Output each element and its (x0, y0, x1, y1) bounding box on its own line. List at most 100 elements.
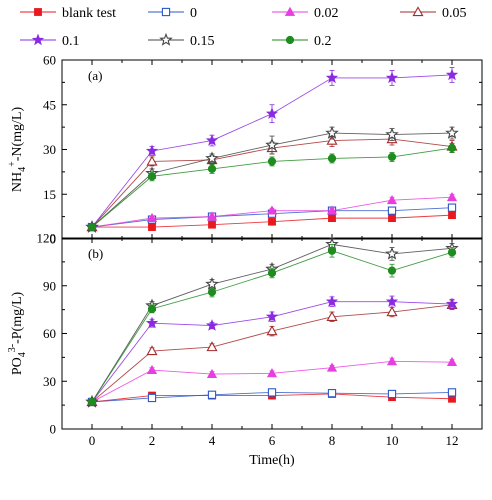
data-point (87, 222, 97, 232)
data-point (205, 319, 219, 331)
legend-label: 0.1 (62, 34, 80, 49)
data-point (385, 71, 399, 84)
x-tick-label: 10 (386, 433, 399, 448)
data-point (145, 144, 159, 157)
panel-label: (a) (88, 68, 102, 83)
data-point (266, 205, 278, 215)
data-point (387, 389, 397, 399)
data-point (207, 164, 217, 173)
data-point (146, 345, 158, 356)
data-point (266, 325, 278, 336)
x-tick-label: 4 (209, 433, 216, 448)
data-point (206, 368, 218, 378)
data-point (206, 211, 218, 221)
data-point (446, 356, 458, 367)
data-point (325, 295, 339, 307)
legend-label: 0.02 (314, 6, 339, 21)
x-axis-label: Time(h) (249, 453, 295, 468)
legend-marker (159, 32, 173, 46)
data-point (147, 304, 157, 313)
data-point (147, 393, 157, 403)
data-point (207, 390, 217, 399)
data-point (388, 214, 396, 223)
y-tick-label: 60 (43, 326, 56, 341)
legend-item: 0 (148, 6, 197, 21)
y-tick-label: 0 (50, 422, 57, 437)
y-axis-label: NH4+-N(mg/L) (7, 107, 28, 193)
data-point (387, 266, 397, 275)
data-point (205, 134, 219, 146)
x-tick-label: 0 (89, 433, 96, 448)
data-point (267, 388, 277, 397)
data-point (147, 172, 157, 181)
y-tick-label: 90 (43, 278, 56, 293)
x-tick-label: 12 (446, 433, 459, 448)
data-point (268, 217, 276, 226)
data-point (385, 246, 399, 260)
series-0 (88, 211, 456, 231)
data-point (267, 268, 277, 278)
series-4 (85, 67, 459, 233)
x-tick-label: 2 (149, 433, 156, 448)
data-point (445, 68, 459, 81)
data-point (326, 205, 338, 215)
data-point (208, 220, 216, 229)
data-point (205, 277, 219, 290)
legend-label: 0.05 (442, 6, 467, 21)
y-tick-label: 0 (50, 232, 57, 247)
legend-marker (161, 7, 171, 17)
legend-label: 0.15 (190, 34, 215, 49)
y-tick-label: 30 (43, 374, 56, 389)
data-point (206, 341, 218, 352)
data-point (326, 134, 338, 145)
data-point (146, 155, 158, 166)
data-point (326, 362, 338, 372)
y-tick-label: 120 (37, 231, 57, 246)
legend-marker (31, 33, 45, 46)
data-point (87, 397, 97, 407)
data-point (148, 223, 156, 231)
legend-item: 0.2 (272, 34, 332, 49)
legend-label: 0 (190, 6, 197, 21)
data-point (387, 152, 397, 162)
data-point (445, 297, 459, 310)
data-point (385, 127, 399, 141)
data-point (265, 107, 279, 119)
data-point (448, 211, 456, 220)
series-4 (85, 295, 459, 408)
data-point (326, 311, 338, 321)
series-2 (86, 356, 458, 406)
data-point (386, 195, 398, 205)
series-2 (86, 192, 458, 231)
legend-marker (34, 8, 42, 16)
data-point (327, 389, 337, 398)
x-tick-label: 6 (269, 433, 276, 448)
y-tick-label: 30 (43, 142, 56, 157)
data-point (205, 151, 219, 165)
legend-marker (284, 6, 296, 16)
data-point (266, 368, 278, 378)
data-point (385, 295, 399, 307)
data-point (447, 248, 457, 257)
legend-item: 0.15 (148, 32, 215, 49)
legend-label: blank test (62, 6, 116, 21)
y-axis-label: PO43--P(mg/L) (7, 291, 28, 375)
data-point (327, 246, 337, 255)
data-point (386, 306, 398, 317)
data-point (387, 206, 397, 215)
series-5 (85, 237, 459, 408)
y-tick-label: 15 (43, 187, 56, 202)
x-tick-label: 8 (329, 433, 336, 448)
data-point (446, 192, 458, 202)
data-point (447, 143, 457, 153)
data-point (145, 316, 159, 329)
legend-item: 0.02 (272, 6, 339, 21)
data-point (207, 288, 217, 297)
data-point (327, 154, 337, 163)
data-point (445, 125, 459, 139)
panel-label: (b) (88, 246, 103, 261)
y-tick-label: 45 (43, 97, 56, 112)
legend-marker (285, 35, 295, 45)
